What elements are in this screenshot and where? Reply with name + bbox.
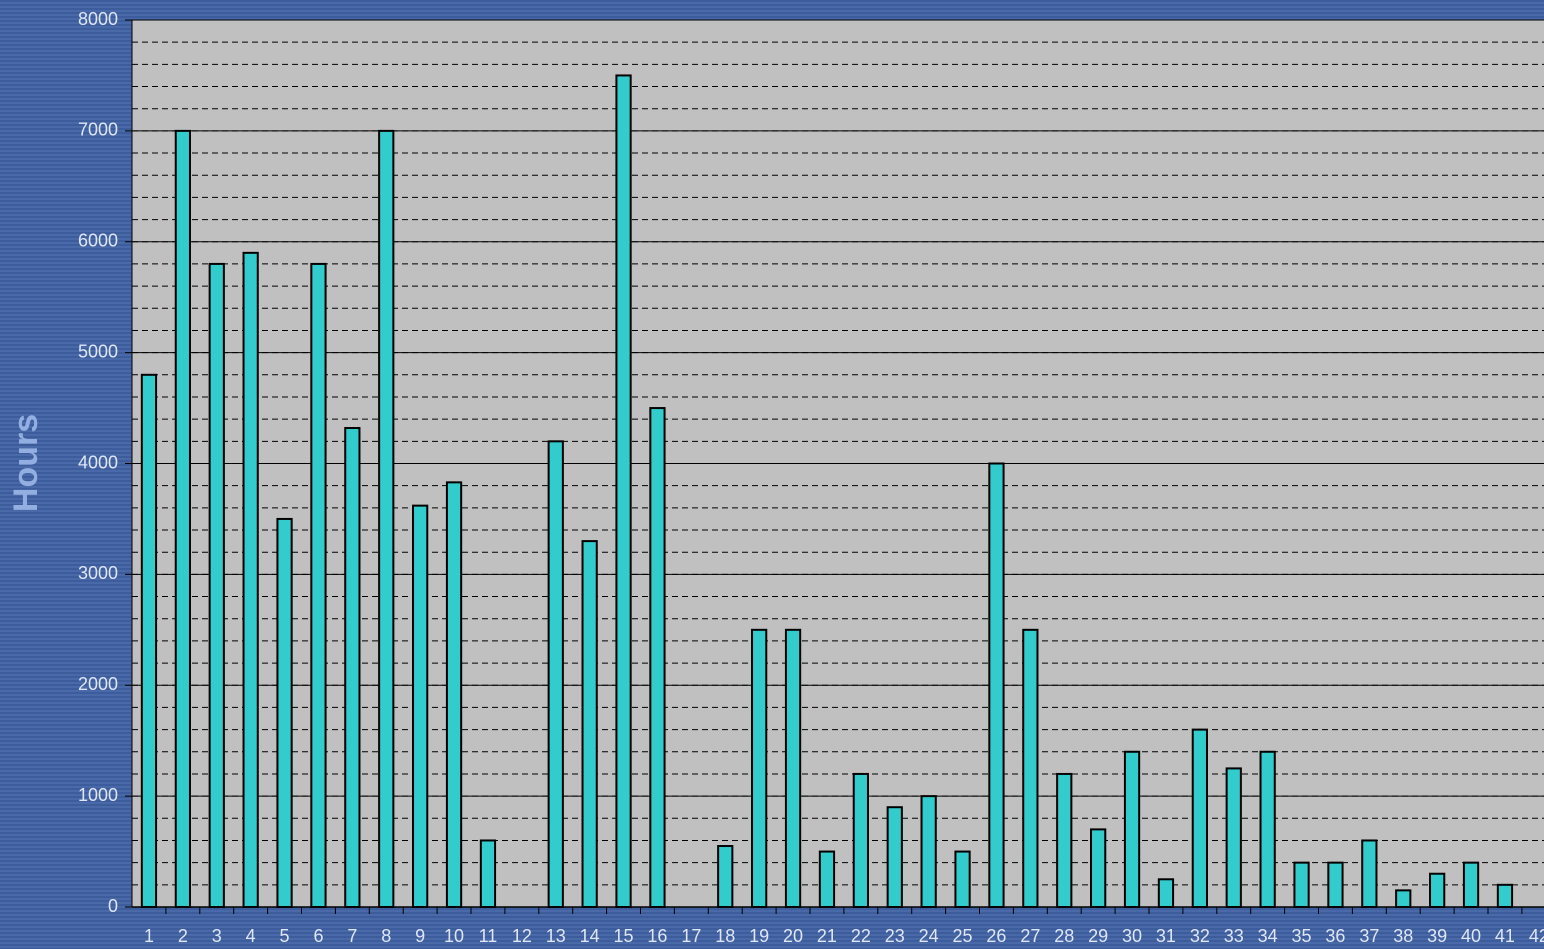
bar [140, 373, 158, 908]
bar [310, 262, 327, 908]
x-tick-label: 27 [1020, 926, 1040, 946]
bar [1259, 750, 1276, 909]
bar [547, 440, 564, 908]
x-tick-label: 17 [681, 926, 701, 946]
x-tick-label: 10 [444, 926, 464, 946]
x-tick-label: 35 [1292, 926, 1312, 946]
x-tick-label: 26 [986, 926, 1006, 946]
bar [920, 795, 937, 908]
x-tick-label: 20 [783, 926, 803, 946]
bar [1022, 628, 1039, 908]
bar [1429, 872, 1446, 908]
x-tick-label: 18 [715, 926, 735, 946]
x-tick-label: 5 [280, 926, 290, 946]
bar [479, 839, 497, 908]
x-tick-label: 33 [1224, 926, 1244, 946]
x-tick-label: 8 [381, 926, 391, 946]
y-tick-label: 0 [108, 896, 118, 916]
x-tick-label: 34 [1258, 926, 1278, 946]
x-tick-label: 16 [647, 926, 667, 946]
bar [1395, 889, 1412, 909]
x-tick-label: 29 [1088, 926, 1108, 946]
x-tick-label: 19 [749, 926, 769, 946]
y-tick-label: 5000 [78, 341, 118, 361]
bar [276, 517, 293, 908]
y-tick-label: 7000 [78, 120, 118, 140]
y-tick-label: 3000 [78, 563, 118, 583]
y-axis-title: Hours [7, 414, 45, 512]
x-tick-label: 41 [1495, 926, 1515, 946]
bar [208, 262, 225, 908]
x-tick-label: 32 [1190, 926, 1210, 946]
x-tick-label: 40 [1461, 926, 1481, 946]
x-tick-label: 28 [1054, 926, 1074, 946]
bar [784, 628, 802, 908]
bar [1225, 767, 1242, 908]
bar [412, 504, 429, 908]
bar [717, 845, 734, 908]
x-tick-label: 31 [1156, 926, 1176, 946]
x-tick-label: 6 [313, 926, 323, 946]
bar [1090, 828, 1107, 909]
x-tick-label: 24 [919, 926, 939, 946]
x-tick-label: 21 [817, 926, 837, 946]
x-tick-label: 3 [212, 926, 222, 946]
bar [1293, 861, 1310, 909]
bar [1361, 839, 1378, 908]
x-tick-label: 1 [144, 926, 154, 946]
bar [1056, 772, 1073, 909]
x-tick-label: 2 [178, 926, 188, 946]
bar [615, 74, 632, 908]
x-tick-label: 39 [1427, 926, 1447, 946]
x-tick-label: 23 [885, 926, 905, 946]
bar [751, 628, 768, 908]
bar [581, 540, 598, 908]
y-tick-label: 4000 [78, 452, 118, 472]
bar [886, 806, 903, 909]
x-tick-label: 42 [1529, 926, 1544, 946]
x-tick-label: 11 [479, 926, 498, 946]
bar [954, 850, 971, 908]
bar [1191, 728, 1208, 908]
y-tick-label: 1000 [78, 785, 118, 805]
bar [174, 129, 191, 908]
x-tick-label: 15 [614, 926, 634, 946]
x-tick-label: 12 [512, 926, 532, 946]
x-tick-label: 30 [1122, 926, 1142, 946]
bar [852, 772, 869, 909]
y-tick-label: 2000 [78, 674, 118, 694]
bar [1462, 861, 1480, 909]
bar [344, 427, 361, 908]
x-tick-label: 7 [347, 926, 357, 946]
y-tick-label: 6000 [78, 231, 118, 251]
x-tick-label: 25 [953, 926, 973, 946]
bar [242, 251, 259, 908]
y-tick-label: 8000 [78, 9, 118, 29]
bar [1496, 883, 1514, 909]
x-tick-label: 13 [546, 926, 566, 946]
x-tick-label: 36 [1325, 926, 1345, 946]
x-tick-label: 37 [1359, 926, 1379, 946]
bar [1123, 750, 1141, 909]
bar [1327, 861, 1344, 909]
x-tick-label: 22 [851, 926, 871, 946]
x-tick-label: 9 [415, 926, 425, 946]
x-tick-label: 14 [580, 926, 600, 946]
bar [1157, 878, 1175, 908]
bar [649, 407, 666, 908]
bar [378, 129, 395, 908]
x-tick-label: 38 [1393, 926, 1413, 946]
bar [988, 462, 1005, 908]
x-tick-label: 4 [246, 926, 256, 946]
bar [818, 850, 836, 908]
bar [445, 481, 463, 908]
